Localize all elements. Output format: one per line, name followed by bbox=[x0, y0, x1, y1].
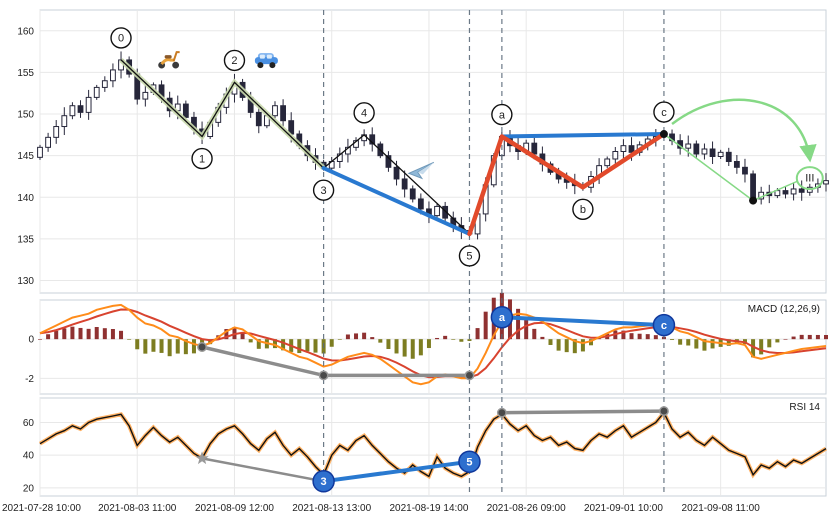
svg-text:135: 135 bbox=[17, 234, 34, 245]
rsi-gray-dot[interactable] bbox=[496, 407, 507, 418]
wave-label-a[interactable]: a bbox=[491, 103, 513, 126]
wave-label-0[interactable]: 0 bbox=[110, 27, 132, 49]
svg-text:a: a bbox=[499, 109, 506, 121]
x-axis-labels: 2021-07-28 10:00 2021-08-03 11:00 2021-08-… bbox=[2, 503, 760, 514]
svg-text:140: 140 bbox=[17, 193, 34, 204]
macd-gray-dot[interactable] bbox=[197, 342, 208, 352]
svg-text:160: 160 bbox=[17, 26, 34, 37]
svg-text:2: 2 bbox=[231, 55, 237, 67]
wave-label-c[interactable]: c bbox=[653, 101, 675, 123]
macd-gray-dot[interactable] bbox=[464, 370, 475, 381]
price-dot[interactable] bbox=[749, 196, 758, 205]
wave-labels: 0 1 2 3 4 5 a b c bbox=[110, 27, 675, 267]
wave-blue-line bbox=[499, 132, 666, 139]
svg-text:5: 5 bbox=[466, 457, 472, 469]
wave-lines bbox=[119, 58, 667, 237]
rsi-star-marker[interactable] bbox=[195, 451, 209, 465]
rsi-legend: RSI 14 bbox=[789, 402, 820, 413]
projection-target: III bbox=[659, 98, 824, 205]
svg-text:b: b bbox=[580, 204, 586, 216]
svg-text:2021-08-13 13:00: 2021-08-13 13:00 bbox=[292, 503, 371, 514]
svg-text:40: 40 bbox=[23, 451, 35, 462]
wave-red-line bbox=[467, 131, 667, 237]
wave-black-line bbox=[120, 59, 470, 235]
svg-text:2021-08-19 14:00: 2021-08-19 14:00 bbox=[389, 503, 468, 514]
svg-text:60: 60 bbox=[23, 418, 35, 429]
svg-text:145: 145 bbox=[17, 151, 34, 162]
wave-label-2[interactable]: 2 bbox=[223, 49, 246, 72]
airplane-icon bbox=[407, 161, 435, 180]
wave-label-b[interactable]: b bbox=[572, 198, 594, 220]
svg-text:c: c bbox=[661, 320, 667, 332]
svg-text:155: 155 bbox=[17, 68, 34, 79]
rsi-marker-3[interactable]: 3 bbox=[312, 470, 335, 493]
macd-annotations: ac bbox=[197, 305, 676, 381]
svg-text:5: 5 bbox=[466, 251, 472, 263]
rsi-gray-dot[interactable] bbox=[658, 406, 669, 417]
svg-text:a: a bbox=[499, 312, 506, 324]
svg-text:c: c bbox=[661, 107, 667, 119]
svg-text:3: 3 bbox=[321, 185, 327, 197]
svg-text:3: 3 bbox=[321, 476, 327, 488]
macd-gray-dot[interactable] bbox=[318, 370, 329, 381]
macd-legend: MACD (12,26,9) bbox=[747, 304, 820, 315]
svg-text:150: 150 bbox=[17, 110, 34, 121]
svg-text:4: 4 bbox=[361, 108, 367, 120]
svg-text:2021-09-01 10:00: 2021-09-01 10:00 bbox=[584, 503, 663, 514]
svg-text:20: 20 bbox=[23, 483, 35, 494]
svg-text:0: 0 bbox=[28, 335, 34, 346]
wave-blue-line bbox=[321, 166, 472, 236]
svg-text:2021-09-08 11:00: 2021-09-08 11:00 bbox=[682, 503, 761, 514]
svg-text:1: 1 bbox=[199, 153, 205, 165]
car-icon bbox=[254, 53, 278, 69]
svg-text:2021-08-26 09:00: 2021-08-26 09:00 bbox=[487, 503, 566, 514]
svg-text:0: 0 bbox=[118, 33, 124, 45]
wave-label-3[interactable]: 3 bbox=[312, 179, 335, 201]
svg-text:2021-08-03 11:00: 2021-08-03 11:00 bbox=[98, 503, 177, 514]
wave-label-1[interactable]: 1 bbox=[191, 147, 213, 170]
price-dot[interactable] bbox=[659, 130, 668, 139]
macd-marker-c[interactable]: c bbox=[652, 313, 676, 337]
svg-text:-2: -2 bbox=[25, 374, 34, 385]
svg-text:2021-08-09 12:00: 2021-08-09 12:00 bbox=[195, 503, 274, 514]
rsi-annotations: 35 bbox=[195, 406, 669, 493]
macd-marker-a[interactable]: a bbox=[490, 305, 514, 329]
wave-label-5[interactable]: 5 bbox=[458, 245, 481, 267]
svg-text:130: 130 bbox=[17, 276, 34, 287]
svg-text:III: III bbox=[805, 173, 814, 185]
svg-text:2021-07-28 10:00: 2021-07-28 10:00 bbox=[2, 503, 81, 514]
rsi-marker-5[interactable]: 5 bbox=[458, 450, 481, 473]
projection-arc bbox=[671, 98, 817, 163]
scooter-icon bbox=[158, 51, 180, 69]
wave-label-4[interactable]: 4 bbox=[353, 102, 375, 124]
